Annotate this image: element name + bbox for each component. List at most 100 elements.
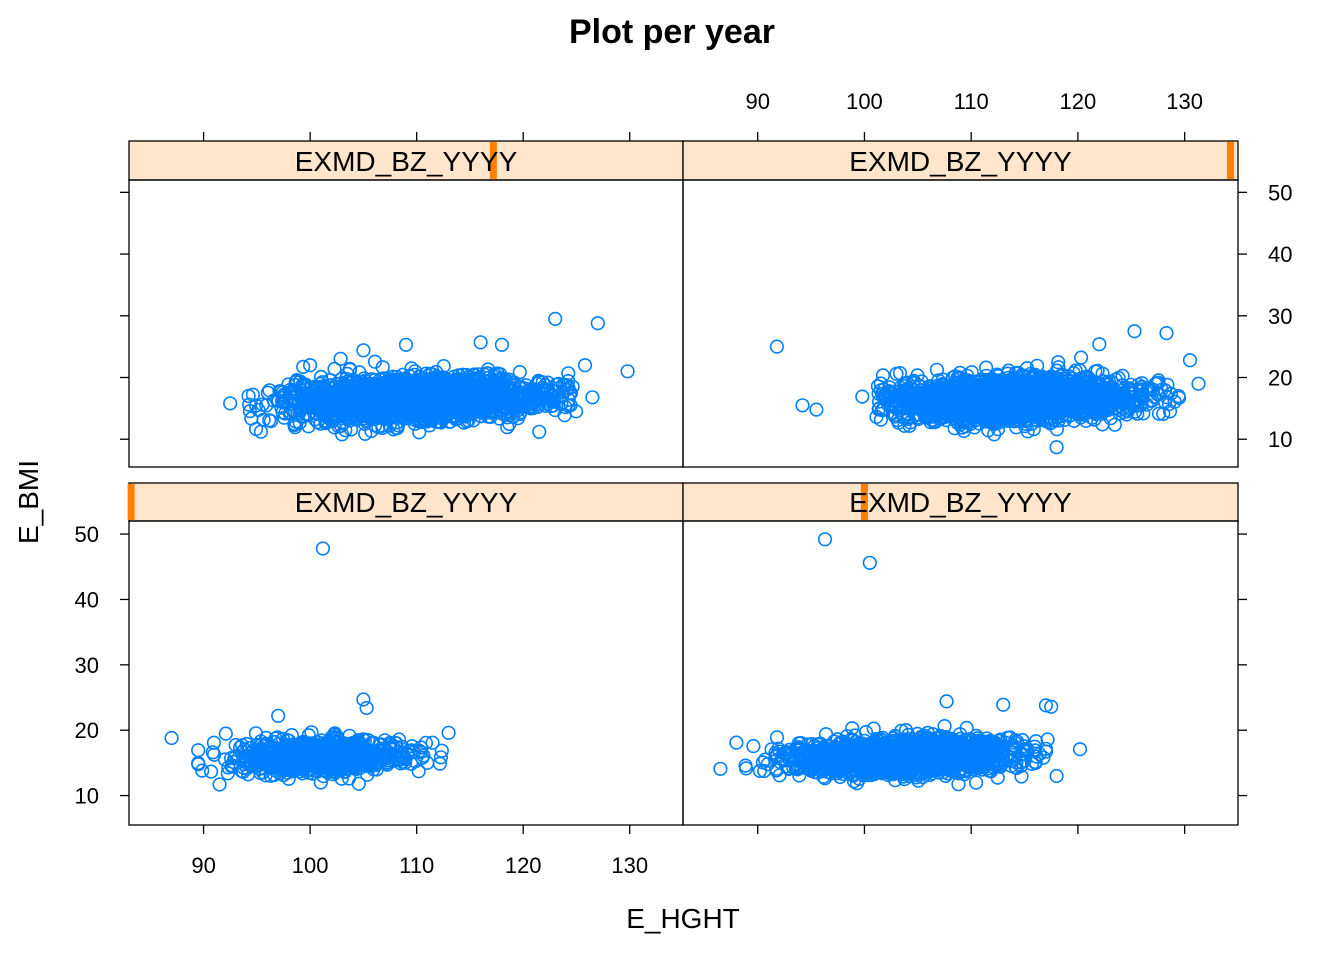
data-point <box>792 768 807 783</box>
data-point <box>1024 756 1040 771</box>
outlier-point <box>191 757 206 772</box>
data-point <box>377 733 392 748</box>
outlier-point <box>223 396 238 411</box>
outlier-point <box>849 776 865 791</box>
data-point <box>220 766 235 781</box>
data-point <box>358 426 373 441</box>
data-point <box>352 745 367 761</box>
data-point <box>772 768 787 783</box>
outlier-point <box>585 390 600 405</box>
data-point <box>474 393 489 408</box>
data-point <box>332 743 347 759</box>
data-point <box>1017 753 1032 768</box>
outlier-point <box>356 692 371 707</box>
data-point <box>342 387 358 402</box>
panel-bottom-left: EXMD_BZ_YYYY <box>127 482 684 826</box>
panel-top-left: EXMD_BZ_YYYY <box>128 140 684 468</box>
data-point <box>260 385 276 400</box>
data-point <box>429 370 444 386</box>
data-point <box>782 742 797 758</box>
strip-background <box>128 482 684 522</box>
data-point <box>782 748 797 763</box>
data-point <box>324 395 339 411</box>
data-point <box>329 728 344 743</box>
data-point <box>976 757 992 772</box>
data-point <box>513 390 528 405</box>
data-point <box>324 759 339 774</box>
data-point <box>411 764 426 779</box>
outlier-point <box>441 725 456 740</box>
data-point <box>206 735 221 750</box>
data-point <box>380 757 395 772</box>
data-point <box>842 757 857 772</box>
data-point <box>272 384 287 399</box>
outlier-point <box>548 311 563 327</box>
points-bottom-left <box>164 541 456 792</box>
data-point <box>249 421 264 437</box>
data-point <box>327 361 342 377</box>
data-point <box>491 387 507 402</box>
data-point <box>412 743 427 758</box>
data-point <box>909 746 924 761</box>
data-point <box>306 391 321 406</box>
data-point <box>817 758 833 774</box>
data-point <box>280 752 295 768</box>
data-point <box>951 777 966 792</box>
data-point <box>292 415 307 430</box>
data-point <box>425 735 440 750</box>
data-point <box>490 366 505 381</box>
data-point <box>414 401 430 416</box>
data-point <box>500 420 515 435</box>
data-point <box>972 738 987 753</box>
data-point <box>970 731 985 746</box>
data-point <box>425 367 440 382</box>
data-point <box>204 764 219 779</box>
data-point <box>996 753 1011 768</box>
data-point <box>866 721 881 736</box>
data-point <box>538 398 553 413</box>
data-point <box>418 393 434 408</box>
strip-level-marker <box>860 484 868 520</box>
data-point <box>792 745 808 761</box>
data-point <box>911 773 926 788</box>
data-point <box>879 764 894 779</box>
data-point <box>351 735 367 751</box>
data-point <box>397 404 412 419</box>
data-point <box>346 746 361 761</box>
data-point <box>746 738 761 754</box>
data-point <box>450 411 465 426</box>
outlier-point <box>359 700 374 716</box>
data-point <box>952 727 968 742</box>
data-point <box>305 736 320 751</box>
chart-title: Plot per year <box>569 13 775 51</box>
data-point <box>253 734 268 749</box>
data-point <box>272 748 287 763</box>
data-point <box>338 379 354 394</box>
data-point <box>456 398 471 413</box>
data-point <box>947 743 963 758</box>
outlier-point <box>313 775 328 790</box>
data-point <box>1015 732 1030 748</box>
data-point <box>805 736 820 752</box>
data-point <box>518 378 533 393</box>
data-point <box>874 732 889 748</box>
data-point <box>346 397 361 412</box>
data-point <box>968 775 984 790</box>
data-point <box>382 377 397 393</box>
points-top-right <box>769 324 1206 455</box>
outlier-point <box>356 343 371 358</box>
points-bottom-right <box>713 532 1088 792</box>
data-point <box>316 394 331 410</box>
strip-level-marker <box>489 142 497 179</box>
strip-background <box>682 482 1239 522</box>
outlier-point <box>577 358 593 373</box>
data-point <box>537 378 553 393</box>
data-point <box>315 375 330 390</box>
data-point <box>920 731 936 747</box>
data-point <box>318 748 333 763</box>
outlier-point <box>271 708 286 723</box>
outlier-point <box>1072 742 1088 757</box>
strip-background <box>682 140 1239 181</box>
